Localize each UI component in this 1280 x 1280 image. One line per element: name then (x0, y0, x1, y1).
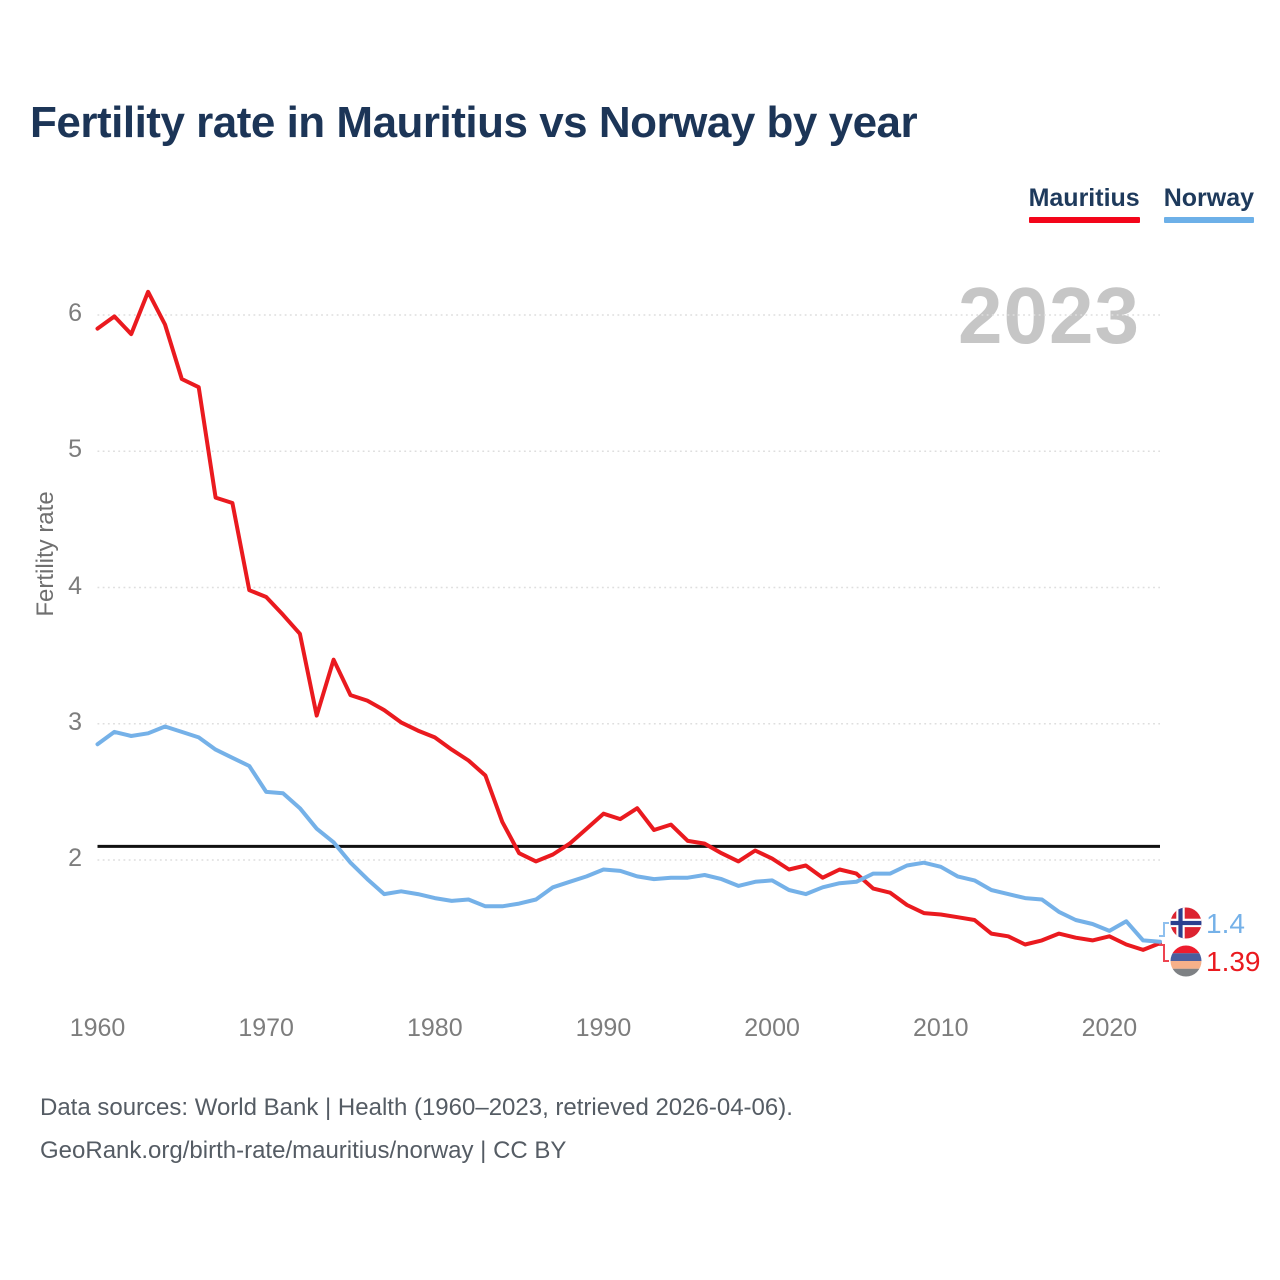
connector-norway (1159, 922, 1169, 937)
legend: Mauritius Norway (1028, 184, 1254, 223)
x-tick-label-2020: 2020 (1081, 1014, 1138, 1042)
footer-attribution-line: GeoRank.org/birth-rate/mauritius/norway … (40, 1137, 567, 1164)
legend-swatch-mauritius (1028, 217, 1140, 223)
x-tick-label-2010: 2010 (912, 1014, 969, 1042)
footer-sources-line: Data sources: World Bank | Health (1960–… (40, 1094, 793, 1121)
y-tick-label-6: 6 (68, 299, 82, 327)
legend-label-mauritius: Mauritius (1028, 184, 1140, 212)
y-tick-label-3: 3 (68, 707, 82, 736)
x-tick-label-1970: 1970 (238, 1014, 294, 1042)
legend-item-norway[interactable]: Norway (1163, 184, 1254, 223)
endpoint-value-norway: 1.4 (1206, 908, 1245, 939)
mauritius-flag-icon (1170, 945, 1202, 977)
x-tick-label-1960: 1960 (69, 1014, 126, 1042)
legend-item-mauritius[interactable]: Mauritius (1028, 184, 1140, 223)
endpoint-value-mauritius: 1.39 (1206, 946, 1261, 977)
x-tick-label-1980: 1980 (406, 1014, 463, 1042)
norway-flag-icon (1170, 907, 1202, 939)
x-tick-label-1990: 1990 (575, 1014, 632, 1042)
legend-swatch-norway (1163, 217, 1254, 223)
legend-label-norway: Norway (1163, 184, 1254, 212)
series-line-norway[interactable] (95, 724, 1162, 944)
footer: Data sources: World Bank | Health (1960–… (40, 1086, 793, 1172)
series-line-mauritius[interactable] (95, 289, 1162, 952)
y-tick-label-4: 4 (68, 571, 82, 600)
y-tick-label-5: 5 (68, 435, 82, 464)
x-tick-label-2000: 2000 (744, 1014, 800, 1042)
y-tick-label-2: 2 (68, 844, 82, 872)
page-title: Fertility rate in Mauritius vs Norway by… (30, 98, 918, 147)
connector-mauritius (1159, 944, 1169, 962)
